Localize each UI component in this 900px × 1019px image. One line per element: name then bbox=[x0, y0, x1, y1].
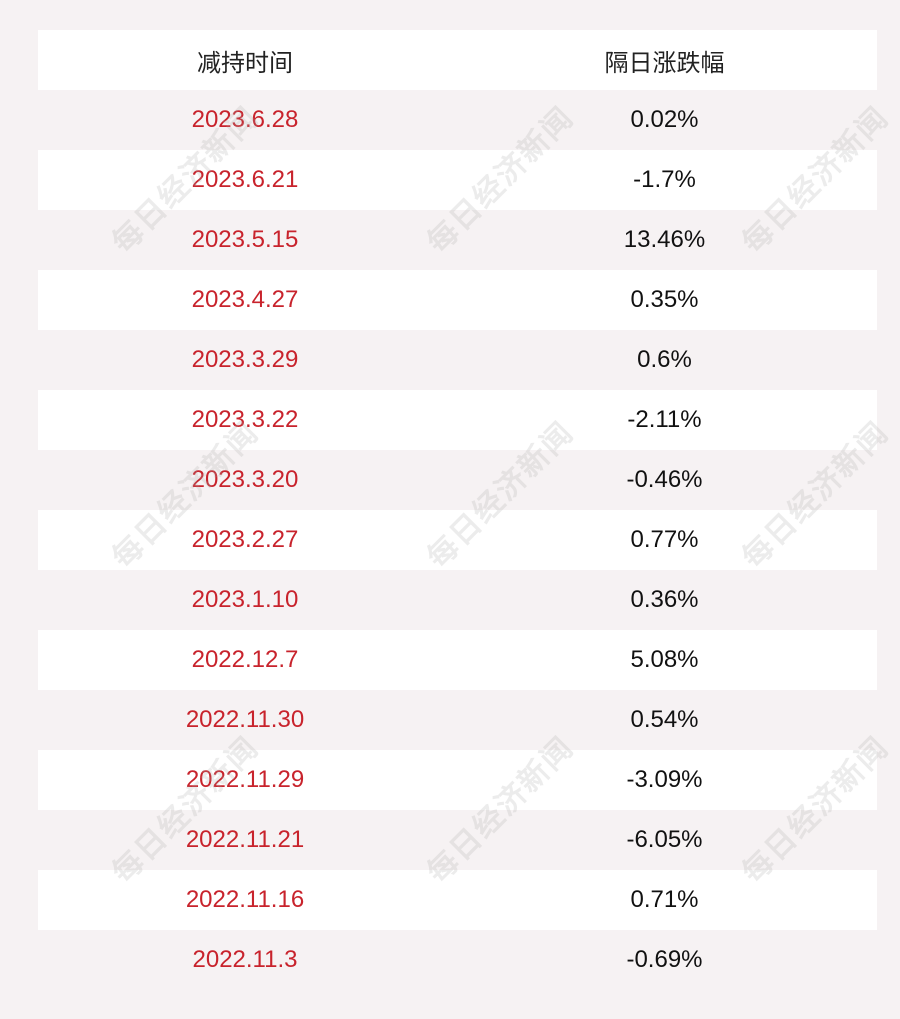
change-cell: 13.46% bbox=[623, 226, 706, 253]
date-cell: 2022.12.7 bbox=[191, 646, 299, 673]
table-row: 2023.6.28 0.02% bbox=[38, 90, 877, 150]
table-row: 2023.6.21 -1.7% bbox=[38, 150, 877, 210]
date-cell: 2023.4.27 bbox=[191, 286, 299, 313]
date-cell: 2023.6.28 bbox=[191, 106, 299, 133]
change-cell: 0.54% bbox=[630, 706, 699, 733]
change-cell: -1.7% bbox=[633, 166, 696, 193]
change-cell: 0.77% bbox=[630, 526, 699, 553]
table-row: 2022.11.29 -3.09% bbox=[38, 750, 877, 810]
table-row: 2023.2.27 0.77% bbox=[38, 510, 877, 570]
change-cell: -3.09% bbox=[626, 766, 703, 793]
date-cell: 2023.5.15 bbox=[191, 226, 299, 253]
date-cell: 2022.11.16 bbox=[185, 886, 305, 913]
date-cell: 2022.11.30 bbox=[185, 706, 305, 733]
date-cell: 2022.11.3 bbox=[192, 946, 298, 973]
change-cell: -0.69% bbox=[626, 946, 703, 973]
date-cell: 2023.3.22 bbox=[191, 406, 299, 433]
change-cell: 0.35% bbox=[630, 286, 699, 313]
table-row: 2022.11.3 -0.69% bbox=[38, 930, 877, 990]
header-change: 隔日涨跌幅 bbox=[604, 49, 725, 77]
table-row: 2023.3.29 0.6% bbox=[38, 330, 877, 390]
change-cell: -2.11% bbox=[627, 406, 702, 433]
table-header-row: 减持时间 隔日涨跌幅 bbox=[38, 30, 877, 90]
change-cell: 0.02% bbox=[630, 106, 699, 133]
change-cell: 0.36% bbox=[630, 586, 699, 613]
data-table: 减持时间 隔日涨跌幅 2023.6.28 0.02% 2023.6.21 -1.… bbox=[38, 30, 877, 990]
table-row: 2022.11.30 0.54% bbox=[38, 690, 877, 750]
change-cell: -0.46% bbox=[626, 466, 703, 493]
date-cell: 2023.3.29 bbox=[191, 346, 299, 373]
date-cell: 2023.1.10 bbox=[191, 586, 299, 613]
header-date: 减持时间 bbox=[197, 49, 293, 77]
table-row: 2022.11.16 0.71% bbox=[38, 870, 877, 930]
date-cell: 2022.11.21 bbox=[185, 826, 305, 853]
change-cell: -6.05% bbox=[626, 826, 703, 853]
table-row: 2022.12.7 5.08% bbox=[38, 630, 877, 690]
change-cell: 5.08% bbox=[630, 646, 699, 673]
table-row: 2023.3.22 -2.11% bbox=[38, 390, 877, 450]
table-row: 2023.4.27 0.35% bbox=[38, 270, 877, 330]
date-cell: 2023.3.20 bbox=[191, 466, 299, 493]
date-cell: 2023.2.27 bbox=[191, 526, 299, 553]
change-cell: 0.71% bbox=[630, 886, 699, 913]
table-row: 2023.1.10 0.36% bbox=[38, 570, 877, 630]
date-cell: 2022.11.29 bbox=[185, 766, 305, 793]
table-row: 2022.11.21 -6.05% bbox=[38, 810, 877, 870]
date-cell: 2023.6.21 bbox=[191, 166, 299, 193]
table-row: 2023.3.20 -0.46% bbox=[38, 450, 877, 510]
table-row: 2023.5.15 13.46% bbox=[38, 210, 877, 270]
change-cell: 0.6% bbox=[637, 346, 692, 373]
